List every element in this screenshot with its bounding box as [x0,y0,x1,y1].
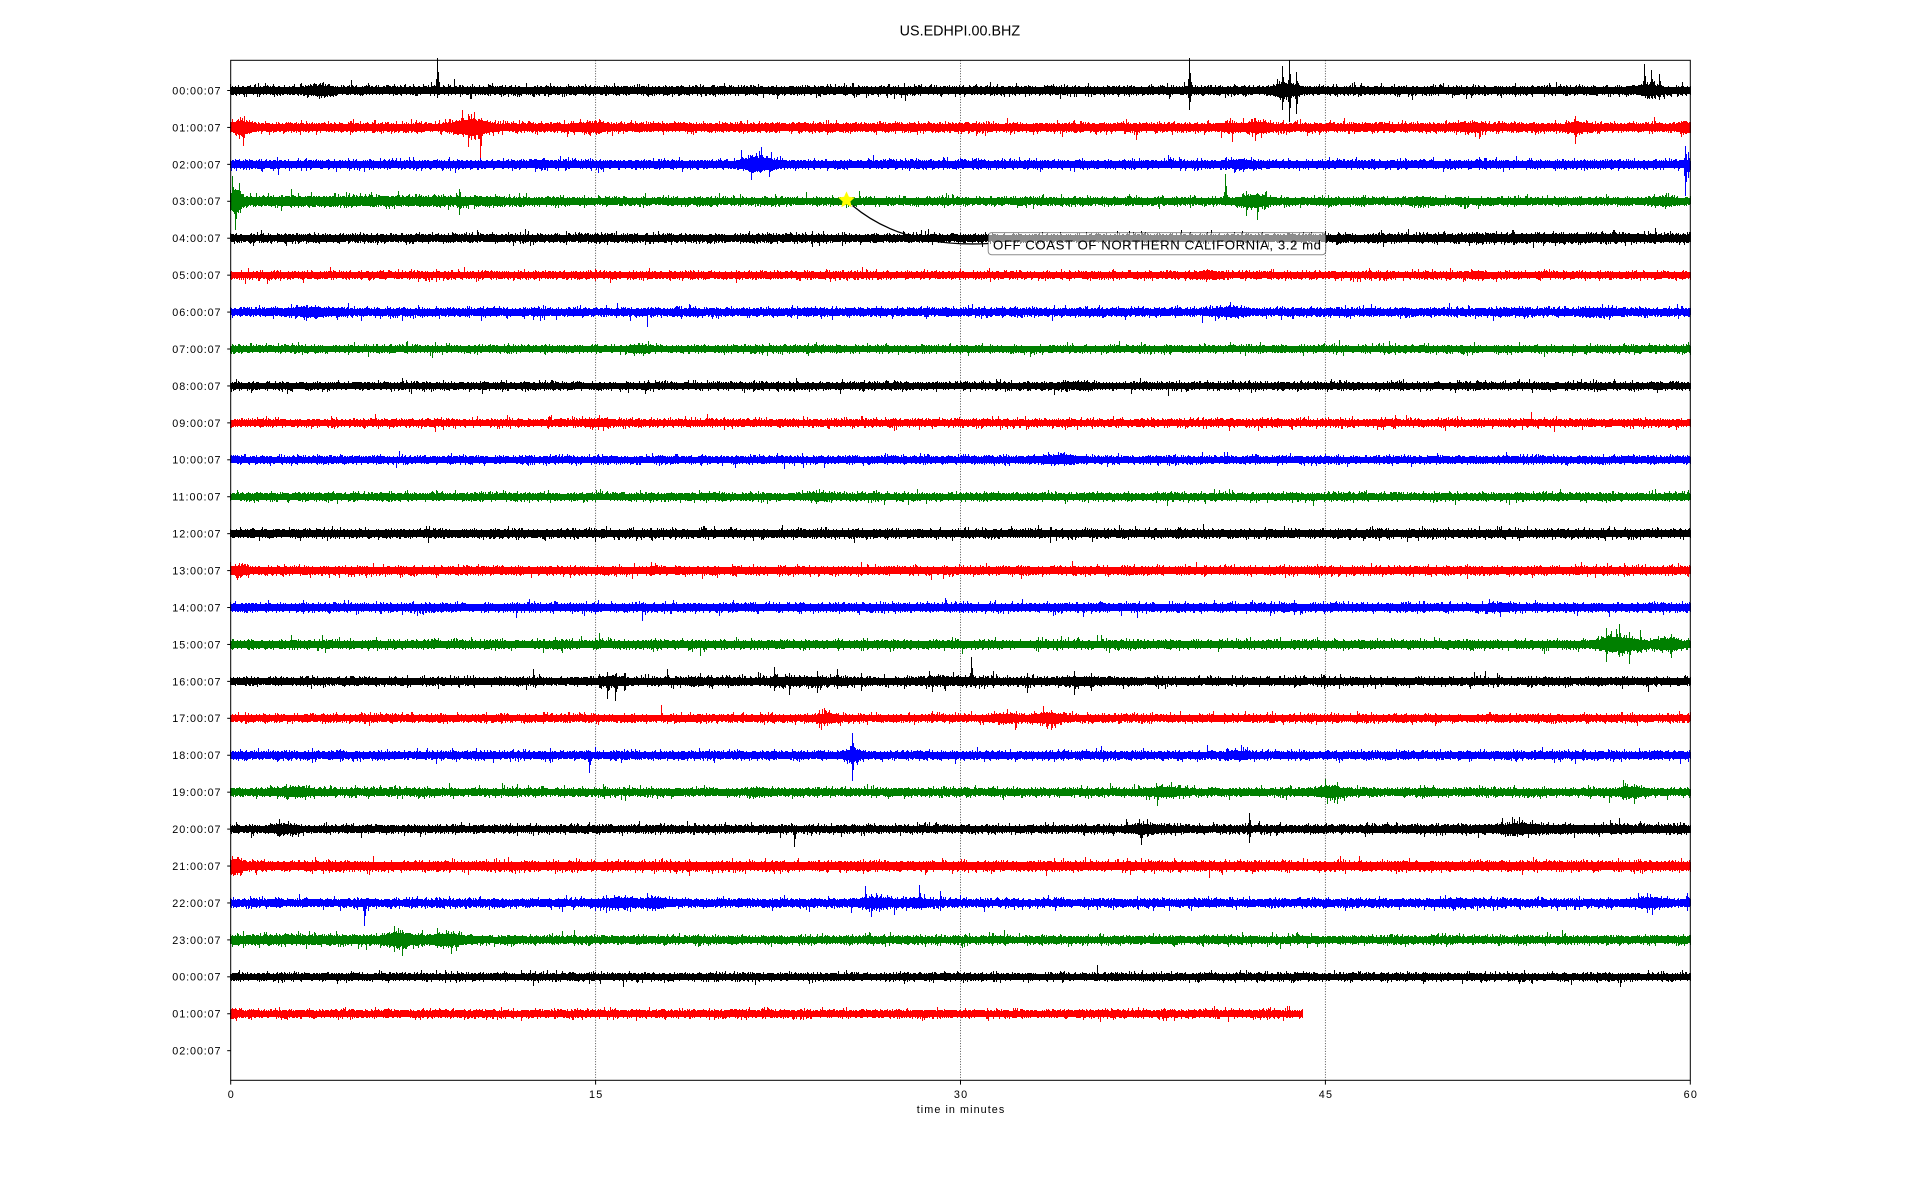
svg-text:08:00:07: 08:00:07 [172,381,220,393]
svg-text:09:00:07: 09:00:07 [172,418,220,430]
svg-text:03:00:07: 03:00:07 [172,196,220,208]
svg-text:06:00:07: 06:00:07 [172,307,220,319]
svg-text:10:00:07: 10:00:07 [172,455,220,467]
svg-text:0: 0 [228,1089,234,1101]
svg-text:30: 30 [954,1089,967,1101]
svg-text:19:00:07: 19:00:07 [172,787,220,799]
svg-text:00:00:07: 00:00:07 [172,85,220,97]
svg-text:45: 45 [1319,1089,1332,1101]
svg-text:05:00:07: 05:00:07 [172,270,220,282]
svg-text:12:00:07: 12:00:07 [172,529,220,541]
svg-text:07:00:07: 07:00:07 [172,344,220,356]
svg-text:15:00:07: 15:00:07 [172,639,220,651]
svg-text:01:00:07: 01:00:07 [172,122,220,134]
svg-text:21:00:07: 21:00:07 [172,861,220,873]
svg-text:18:00:07: 18:00:07 [172,750,220,762]
svg-text:15: 15 [589,1089,602,1101]
svg-text:16:00:07: 16:00:07 [172,676,220,688]
svg-text:US.EDHPI.00.BHZ: US.EDHPI.00.BHZ [900,23,1021,39]
svg-text:OFF COAST OF NORTHERN CALIFORN: OFF COAST OF NORTHERN CALIFORNIA, 3.2 md [993,237,1321,252]
svg-text:time in minutes: time in minutes [917,1104,1005,1116]
svg-text:20:00:07: 20:00:07 [172,824,220,836]
svg-text:02:00:07: 02:00:07 [172,1046,220,1058]
svg-text:04:00:07: 04:00:07 [172,233,220,245]
svg-text:23:00:07: 23:00:07 [172,935,220,947]
svg-text:17:00:07: 17:00:07 [172,713,220,725]
svg-text:13:00:07: 13:00:07 [172,566,220,578]
svg-text:01:00:07: 01:00:07 [172,1009,220,1021]
svg-text:00:00:07: 00:00:07 [172,972,220,984]
svg-text:11:00:07: 11:00:07 [172,492,220,504]
svg-text:22:00:07: 22:00:07 [172,898,220,910]
svg-text:02:00:07: 02:00:07 [172,159,220,171]
svg-text:60: 60 [1684,1089,1697,1101]
svg-text:14:00:07: 14:00:07 [172,602,220,614]
